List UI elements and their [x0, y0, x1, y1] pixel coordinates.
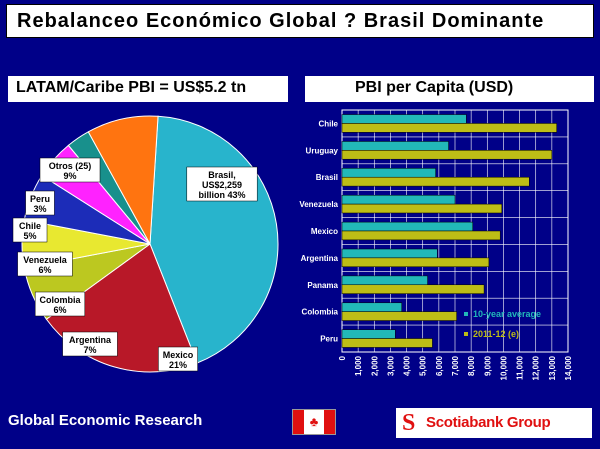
pie-panel-title-box: LATAM/Caribe PBI = US$5.2 tn	[8, 76, 288, 102]
svg-text:Mexico: Mexico	[163, 350, 194, 360]
bar-10yr-avg-mexico	[341, 221, 474, 232]
bar-chart: 0 1,000 2,000 3,000 4,000 5,000 6,000 7,000 8,00…	[299, 109, 573, 380]
y-tick-label: Colombia	[302, 308, 339, 317]
bar-10yr-avg-panama	[341, 275, 428, 286]
y-tick-label: Panama	[307, 281, 338, 290]
x-tick-label: 11,000	[516, 355, 525, 380]
svg-text:Otros (25): Otros (25)	[49, 161, 92, 171]
y-tick-label: Brasil	[316, 173, 338, 182]
bar-2011-12-brasil	[341, 176, 530, 187]
x-tick-label: 1,000	[354, 355, 363, 376]
svg-text:billion 43%: billion 43%	[198, 190, 245, 200]
bar-2011-12-chile	[341, 123, 557, 133]
x-tick-label: 0	[338, 355, 347, 360]
svg-text:Colombia: Colombia	[39, 295, 81, 305]
bar-2011-12-colombia	[341, 311, 457, 321]
bar-2011-12-venezuela	[341, 203, 503, 214]
bar-10yr-avg-uruguay	[341, 141, 449, 151]
svg-text:Argentina: Argentina	[69, 335, 112, 345]
svg-text:Brasil,: Brasil,	[208, 170, 236, 180]
scotiabank-s-icon: S	[402, 410, 416, 436]
bar-10yr-avg-colombia	[341, 302, 402, 312]
svg-text:3%: 3%	[33, 204, 46, 214]
y-tick-label: Chile	[318, 119, 338, 128]
logo-text: Scotiabank Group	[426, 414, 551, 431]
x-tick-label: 7,000	[451, 355, 460, 376]
pie-panel-title: LATAM/Caribe PBI = US$5.2 tn	[16, 79, 247, 96]
x-tick-label: 9,000	[483, 355, 492, 376]
svg-text:US$2,259: US$2,259	[202, 180, 242, 190]
header-title-box: Rebalanceo Económico Global ? Brasil Dom…	[6, 4, 594, 38]
pie-slice-otros	[87, 115, 159, 246]
footer-research-label: Global Economic Research	[8, 412, 203, 429]
bar-panel-title-box: PBI per Capita (USD)	[305, 76, 594, 102]
bar-10yr-avg-peru	[341, 329, 396, 339]
y-tick-label: Argentina	[301, 254, 339, 263]
pie-label-otros: Otros (25)9%	[39, 157, 101, 183]
x-tick-label: 2,000	[370, 355, 379, 376]
x-tick-label: 8,000	[467, 355, 476, 376]
svg-text:Peru: Peru	[30, 194, 50, 204]
bar-2011-12-panama	[341, 284, 485, 294]
svg-text:9%: 9%	[63, 171, 76, 181]
x-tick-label: 5,000	[419, 355, 428, 376]
legend-swatch	[464, 312, 468, 316]
scotiabank-logo: S Scotiabank Group	[396, 408, 592, 438]
svg-text:Chile: Chile	[19, 221, 41, 231]
bar-10yr-avg-chile	[341, 114, 467, 124]
x-tick-label: 13,000	[548, 355, 557, 380]
x-tick-label: 6,000	[435, 355, 444, 376]
svg-text:6%: 6%	[53, 305, 66, 315]
y-tick-label: Venezuela	[299, 200, 338, 209]
svg-text:5%: 5%	[23, 231, 36, 241]
x-tick-label: 12,000	[532, 355, 541, 380]
x-tick-label: 3,000	[386, 355, 395, 376]
bar-panel-title: PBI per Capita (USD)	[355, 79, 514, 96]
bar-10yr-avg-brasil	[341, 168, 436, 178]
legend-label: 10-year average	[473, 309, 541, 319]
page-title: Rebalanceo Económico Global ? Brasil Dom…	[17, 10, 545, 32]
bar-10yr-avg-venezuela	[341, 194, 456, 205]
bar-2011-12-peru	[341, 338, 433, 348]
legend-swatch	[464, 332, 468, 336]
y-tick-label: Peru	[320, 335, 338, 344]
x-tick-label: 10,000	[499, 355, 508, 380]
chart-legend: 10-year average 2011-12 (e)	[464, 309, 541, 339]
y-tick-label: Mexico	[311, 227, 338, 236]
svg-text:6%: 6%	[38, 265, 51, 275]
bar-2011-12-mexico	[341, 230, 501, 241]
y-tick-label: Uruguay	[306, 146, 339, 155]
svg-text:Venezuela: Venezuela	[23, 255, 68, 265]
svg-text:7%: 7%	[83, 345, 96, 355]
canada-flag-icon: ♣	[292, 409, 336, 435]
svg-text:21%: 21%	[169, 360, 187, 370]
bar-10yr-avg-argentina	[341, 248, 438, 259]
x-tick-label: 14,000	[564, 355, 573, 380]
bar-2011-12-uruguay	[341, 150, 553, 160]
x-tick-label: 4,000	[403, 355, 412, 376]
legend-label: 2011-12 (e)	[473, 329, 519, 339]
bar-2011-12-argentina	[341, 257, 490, 268]
